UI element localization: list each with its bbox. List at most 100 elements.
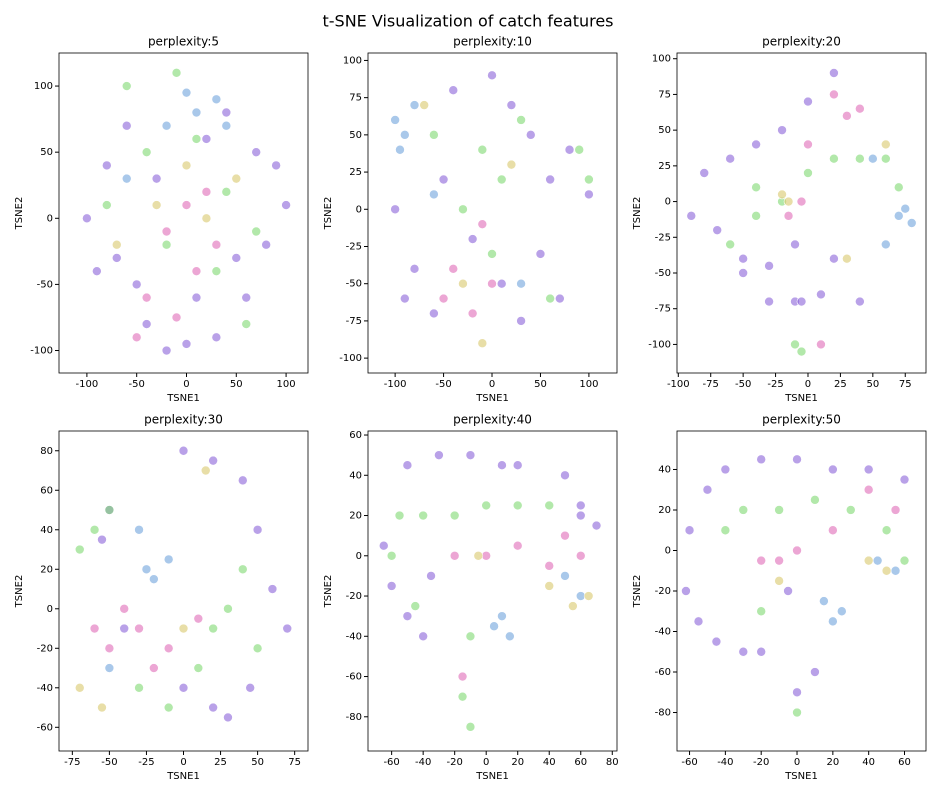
point (448, 264, 459, 274)
point (764, 296, 774, 307)
point (803, 96, 813, 107)
point (893, 211, 904, 221)
point (720, 464, 731, 475)
x-tick-label: 60 (574, 757, 587, 768)
point (560, 470, 570, 481)
point (418, 631, 428, 642)
point (191, 266, 202, 276)
point (181, 160, 192, 171)
x-tick-label: 50 (230, 379, 243, 390)
point (282, 623, 293, 634)
point (829, 153, 839, 164)
x-tick-label: 75 (288, 757, 301, 768)
point (92, 266, 102, 276)
point (711, 636, 722, 647)
point (496, 278, 507, 289)
point (756, 555, 766, 566)
point (449, 510, 460, 521)
point (267, 584, 278, 594)
point (82, 213, 92, 224)
point (119, 623, 130, 634)
point (477, 144, 488, 155)
point (842, 111, 852, 121)
y-axis-label: TSNE2 (14, 575, 25, 609)
point (487, 278, 497, 289)
point (231, 253, 242, 263)
point (756, 606, 766, 617)
x-tick-label: 40 (862, 757, 875, 768)
x-tick-label: -75 (703, 379, 719, 390)
x-tick-label: 25 (834, 379, 847, 390)
point (211, 332, 222, 343)
point (74, 682, 85, 693)
point (777, 125, 787, 135)
point (868, 153, 878, 164)
point (899, 474, 910, 485)
y-tick-label: 100 (652, 54, 671, 65)
x-axis-label: TSNE1 (166, 393, 200, 404)
point (819, 596, 829, 606)
y-tick-label: -40 (37, 683, 53, 694)
x-tick-label: -75 (64, 757, 80, 768)
y-tick-label: -75 (655, 304, 671, 315)
x-tick-label: 100 (277, 379, 296, 390)
point (191, 292, 202, 303)
x-tick-label: -50 (735, 379, 751, 390)
point (810, 667, 820, 677)
point (792, 545, 802, 556)
y-tick-label: 40 (658, 464, 671, 475)
point (686, 211, 697, 221)
point (880, 139, 891, 150)
point (738, 268, 748, 278)
point (102, 200, 112, 210)
point (231, 173, 242, 184)
x-tick-label: 25 (214, 757, 227, 768)
point (560, 571, 570, 581)
point (121, 173, 132, 184)
point (161, 226, 172, 237)
x-axis-label: TSNE1 (784, 393, 818, 404)
point (828, 464, 838, 475)
y-tick-label: -100 (648, 339, 671, 350)
y-tick-label: -100 (339, 353, 362, 364)
point (200, 465, 211, 476)
point (163, 702, 174, 713)
point (149, 663, 159, 673)
point (693, 616, 704, 627)
y-tick-label: 20 (349, 511, 362, 522)
point (426, 571, 436, 581)
point (409, 100, 420, 110)
axes-frame (367, 52, 618, 374)
point (245, 682, 255, 693)
point (221, 187, 232, 197)
point (418, 510, 428, 521)
point (429, 189, 439, 200)
point (252, 643, 263, 654)
point (792, 707, 802, 718)
point (790, 239, 800, 250)
x-tick-label: -50 (129, 379, 145, 390)
point (178, 623, 189, 634)
point (151, 200, 162, 210)
point (506, 159, 517, 170)
point (591, 520, 602, 531)
x-tick-label: -50 (101, 757, 117, 768)
y-tick-label: -75 (346, 316, 362, 327)
x-tick-label: -20 (753, 757, 769, 768)
point (756, 454, 766, 465)
point (803, 168, 813, 178)
point (893, 182, 904, 193)
figure-title: t-SNE Visualization of catch features (322, 12, 613, 31)
point (487, 249, 497, 259)
point (141, 564, 152, 575)
point (467, 308, 478, 319)
point (181, 339, 192, 349)
point (121, 120, 132, 131)
plot-area (74, 445, 293, 723)
x-axis-label: TSNE1 (166, 771, 200, 782)
point (555, 293, 565, 304)
point (684, 525, 695, 536)
point (438, 293, 449, 304)
point (434, 450, 444, 460)
